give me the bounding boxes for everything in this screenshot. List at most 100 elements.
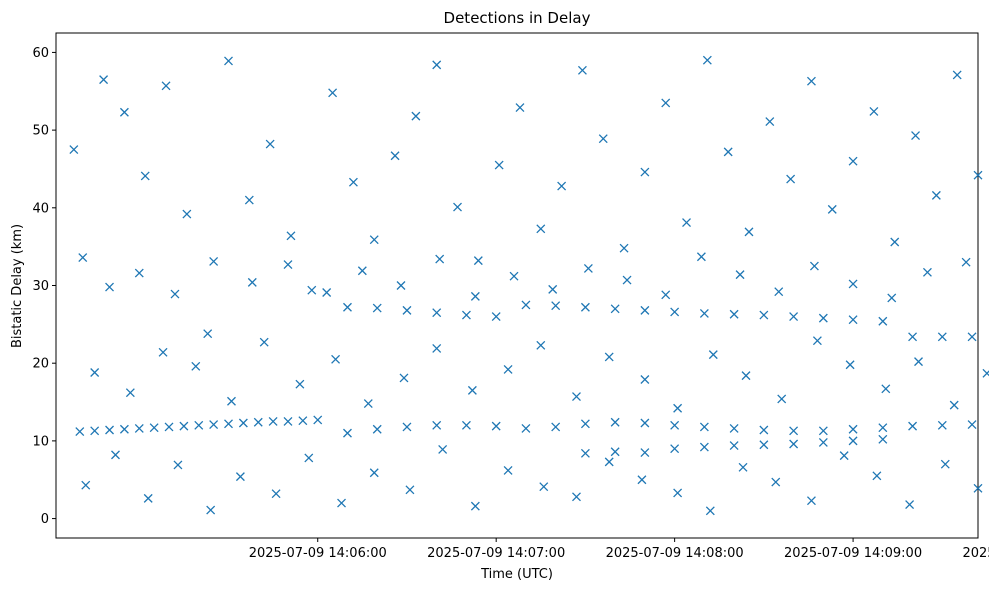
data-point: [491, 312, 501, 322]
data-points: [69, 55, 989, 516]
data-point: [491, 421, 501, 431]
data-point: [432, 343, 442, 353]
data-point: [640, 167, 650, 177]
data-point: [583, 263, 593, 273]
data-point: [789, 439, 799, 449]
data-point: [348, 177, 358, 187]
data-point: [699, 442, 709, 452]
data-point: [729, 441, 739, 451]
data-point: [940, 459, 950, 469]
data-point: [848, 424, 858, 434]
data-point: [818, 437, 828, 447]
data-point: [265, 139, 275, 149]
data-point: [572, 492, 581, 502]
data-point: [134, 268, 144, 278]
data-point: [848, 315, 858, 325]
data-point: [173, 460, 183, 470]
data-point: [432, 420, 442, 430]
data-point: [182, 209, 192, 219]
data-point: [69, 145, 79, 154]
data-point: [789, 312, 799, 322]
data-point: [503, 465, 513, 475]
data-point: [673, 403, 683, 413]
data-point: [209, 420, 219, 430]
data-point: [313, 415, 323, 425]
data-point: [99, 75, 109, 85]
data-point: [848, 156, 858, 166]
data-point: [158, 347, 168, 357]
data-point: [111, 450, 120, 460]
y-axis-label: Bistatic Delay (km): [10, 224, 25, 348]
data-point: [610, 304, 620, 314]
data-point: [119, 107, 129, 117]
data-point: [869, 107, 879, 116]
data-point: [572, 392, 581, 402]
data-point: [699, 309, 709, 318]
data-point: [304, 453, 314, 463]
x-tick-label: 2025-07-09 14:09:00: [784, 546, 922, 561]
data-point: [494, 160, 504, 170]
data-point: [729, 309, 739, 319]
data-point: [673, 488, 683, 498]
data-point: [432, 60, 442, 70]
data-point: [637, 475, 647, 485]
data-point: [967, 332, 977, 342]
data-point: [580, 448, 590, 458]
data-point: [161, 81, 171, 91]
plot-area: [55, 32, 979, 539]
y-axis-ticks: 0 10 20 30 40 50 60: [32, 46, 56, 527]
data-point: [298, 416, 308, 426]
y-tick-label: 0: [41, 512, 49, 527]
data-point: [432, 308, 442, 318]
data-point: [878, 434, 888, 444]
data-point: [661, 290, 671, 300]
data-point: [206, 505, 216, 515]
data-point: [619, 243, 629, 253]
data-point: [699, 422, 709, 432]
data-point: [839, 451, 849, 461]
data-point: [723, 147, 733, 157]
data-point: [741, 371, 751, 381]
data-point: [473, 256, 483, 266]
data-point: [914, 357, 923, 367]
data-point: [890, 237, 900, 247]
data-point: [470, 291, 480, 301]
data-point: [640, 305, 650, 315]
data-point: [164, 422, 174, 432]
data-point: [402, 305, 412, 315]
data-point: [539, 482, 549, 492]
data-point: [881, 384, 891, 394]
data-point: [536, 224, 546, 234]
data-point: [470, 501, 480, 511]
data-point: [696, 252, 706, 262]
data-point: [598, 134, 608, 144]
x-axis-label: Time (UTC): [480, 567, 553, 582]
data-point: [227, 396, 236, 406]
data-point: [982, 368, 989, 378]
data-point: [809, 261, 819, 271]
data-point: [848, 279, 858, 289]
data-point: [604, 457, 614, 467]
data-point: [937, 420, 947, 430]
data-point: [503, 364, 513, 374]
data-point: [682, 218, 691, 228]
data-point: [670, 420, 680, 430]
data-point: [911, 131, 921, 141]
series-track-middle: [580, 434, 888, 458]
data-point: [170, 289, 180, 299]
data-point: [337, 498, 346, 508]
data-point: [238, 418, 248, 428]
data-point: [786, 174, 796, 184]
data-point: [191, 361, 201, 371]
data-point: [149, 423, 159, 433]
data-point: [610, 447, 620, 457]
data-point: [973, 483, 983, 493]
x-axis-ticks: 2025-07-09 14:06:00 2025-07-09 14:07:00 20…: [249, 538, 989, 561]
data-point: [580, 419, 590, 429]
data-point: [952, 70, 962, 80]
data-point: [551, 301, 561, 311]
data-point: [515, 103, 525, 113]
data-point: [268, 417, 278, 426]
data-point: [878, 423, 888, 433]
